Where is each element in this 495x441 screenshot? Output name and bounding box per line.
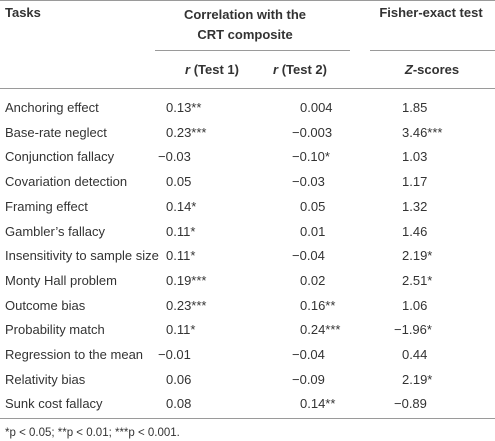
value-cell: 1.06 (402, 297, 428, 313)
task-name: Base-rate neglect (5, 124, 107, 140)
value-cell: 1.32 (402, 198, 428, 214)
value-cell: 0.05 (300, 198, 326, 214)
value-cell: −0.89 (394, 396, 427, 412)
task-name: Covariation detection (5, 174, 128, 190)
task-name: Gambler’s fallacy (5, 223, 105, 239)
value-cell: 1.03 (402, 149, 428, 165)
value-cell: 0.23*** (166, 124, 207, 140)
rule (0, 88, 495, 89)
value-cell: 0.23*** (166, 297, 207, 313)
task-name: Relativity bias (5, 371, 86, 387)
value-cell: 0.44 (402, 347, 428, 362)
subheader-label: (Test 2) (281, 62, 327, 77)
value-cell: 0.06 (166, 371, 192, 387)
task-name: Framing effect (5, 198, 88, 214)
value-cell: 0.19*** (166, 272, 207, 288)
value-cell: 0.24*** (300, 322, 341, 338)
value-cell: 0.004 (300, 100, 333, 115)
header-group: Correlation with the CRT composite (183, 7, 307, 42)
value-cell: 0.02 (300, 272, 326, 288)
task-name: Sunk cost fallacy (5, 396, 103, 412)
value-cell: −0.03 (158, 149, 191, 165)
value-cell: 3.46*** (402, 124, 443, 140)
value-cell: −1.96* (394, 322, 432, 338)
subheader-label: (Test 1) (193, 62, 239, 77)
value-cell: 2.19* (402, 248, 433, 264)
subheader-variable: Z (404, 62, 413, 77)
value-cell: 0.01 (300, 223, 326, 239)
task-name: Probability match (5, 322, 105, 338)
value-cell: 0.11* (166, 223, 196, 239)
subheader-cell: r (Test 1) (152, 62, 272, 78)
value-cell: 0.11* (166, 248, 196, 264)
task-name: Conjunction fallacy (5, 149, 115, 165)
subheader-variable: r (185, 62, 191, 77)
value-cell: 0.14* (166, 198, 197, 214)
value-cell: −0.09 (292, 371, 325, 387)
value-cell: −0.04 (292, 248, 325, 264)
value-cell: 2.19* (402, 371, 433, 387)
value-cell: −0.03 (292, 174, 325, 190)
subheader-label: -scores (412, 62, 460, 77)
value-cell: 0.05 (166, 174, 192, 190)
header-cell: Tasks (5, 5, 41, 20)
subheader-cell: Z-scores (372, 62, 492, 78)
value-cell: 1.17 (402, 174, 428, 190)
subheader-cell: r (Test 2) (240, 62, 360, 78)
rule (0, 0, 495, 1)
header-group: Fisher-exact test (379, 5, 483, 20)
value-cell: 0.14** (300, 396, 336, 412)
task-name: Insensitivity to sample size (5, 248, 159, 264)
footnote: *p < 0.05; **p < 0.01; ***p < 0.001. (5, 427, 180, 439)
value-cell: −0.10* (292, 149, 330, 165)
task-name: Outcome bias (5, 297, 86, 313)
value-cell: 0.16** (300, 297, 336, 313)
rule (0, 418, 495, 419)
value-cell: 0.13** (166, 100, 202, 115)
value-cell: −0.01 (158, 347, 191, 362)
value-cell: 0.08 (166, 396, 192, 412)
value-cell: 0.11* (166, 322, 196, 338)
task-name: Monty Hall problem (5, 272, 117, 288)
value-cell: 1.85 (402, 100, 428, 115)
task-name: Anchoring effect (5, 100, 99, 115)
value-cell: 1.46 (402, 223, 428, 239)
value-cell: 2.51* (402, 272, 433, 288)
rule (370, 50, 495, 51)
value-cell: −0.04 (292, 347, 325, 362)
subheader-variable: r (273, 62, 279, 77)
rule (155, 50, 350, 51)
value-cell: −0.003 (292, 124, 333, 140)
task-name: Regression to the mean (5, 347, 144, 362)
